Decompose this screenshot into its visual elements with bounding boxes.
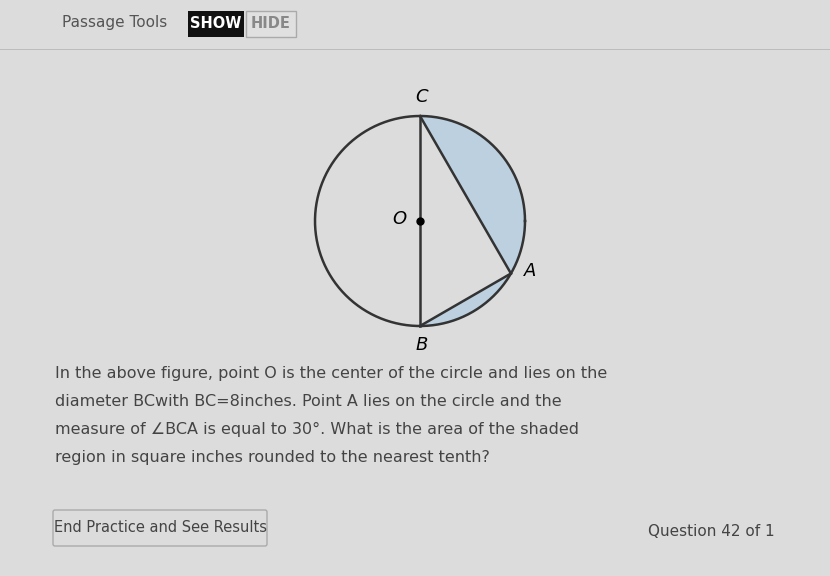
Text: SHOW: SHOW [190,17,242,32]
Text: O: O [392,210,406,228]
Polygon shape [420,116,525,326]
Text: region in square inches rounded to the nearest tenth?: region in square inches rounded to the n… [55,450,490,465]
Text: In the above figure, point O is the center of the circle and lies on the: In the above figure, point O is the cent… [55,366,608,381]
FancyBboxPatch shape [246,11,296,37]
FancyBboxPatch shape [53,510,267,546]
Text: HIDE: HIDE [251,17,291,32]
FancyBboxPatch shape [188,11,244,37]
Text: measure of ∠BCA is equal to 30°. What is the area of the shaded: measure of ∠BCA is equal to 30°. What is… [55,422,579,437]
Text: Passage Tools: Passage Tools [62,16,168,31]
Text: B: B [416,336,428,354]
Text: Question 42 of 1: Question 42 of 1 [648,525,775,540]
Text: A: A [524,262,536,279]
Text: C: C [416,88,428,106]
Text: diameter BCwith BC=8inches. Point A lies on the circle and the: diameter BCwith BC=8inches. Point A lies… [55,394,562,409]
Text: End Practice and See Results: End Practice and See Results [53,521,266,536]
